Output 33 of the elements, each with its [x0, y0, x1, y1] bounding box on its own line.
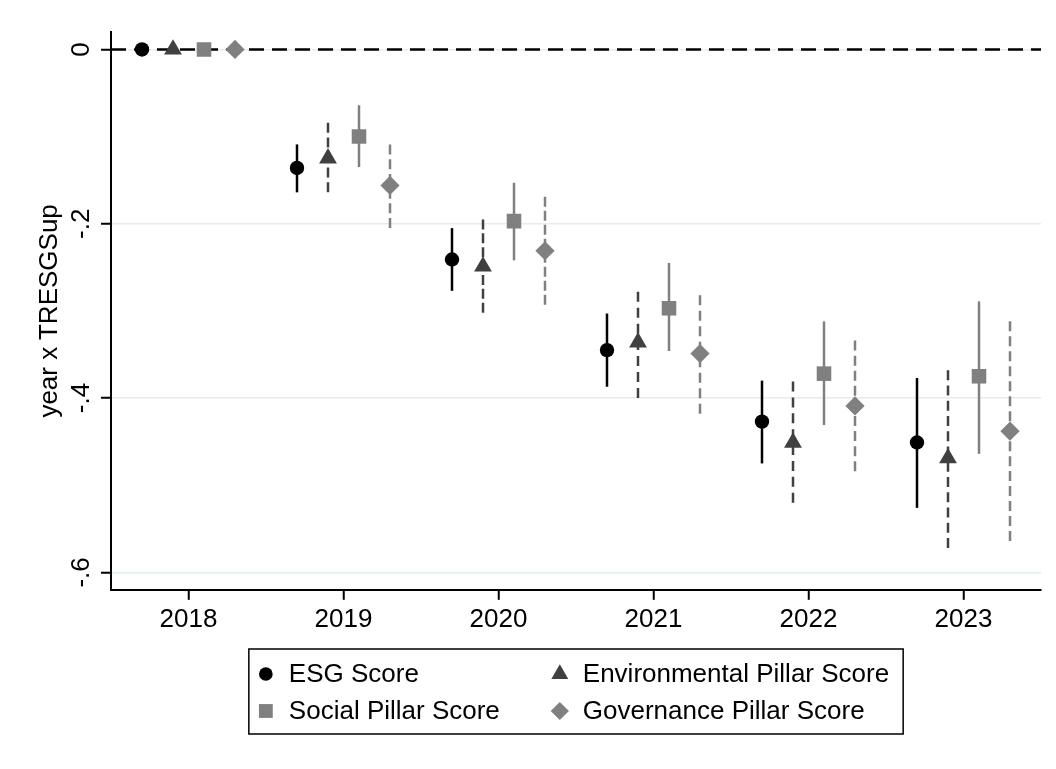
- legend-label: Social Pillar Score: [288, 695, 500, 726]
- x-tick-label: 2021: [624, 602, 683, 633]
- legend-label: Governance Pillar Score: [582, 695, 865, 726]
- point: [380, 175, 400, 195]
- y-tick-label: -.4: [65, 382, 95, 414]
- legend-label: Environmental Pillar Score: [582, 658, 890, 689]
- point: [1000, 421, 1020, 441]
- y-axis-title: year x TRESGSup: [32, 204, 63, 418]
- point: [506, 213, 522, 229]
- point: [134, 42, 150, 57]
- point: [845, 396, 865, 416]
- point: [816, 366, 832, 381]
- point: [196, 42, 212, 57]
- point: [971, 368, 987, 384]
- x-tick-label: 2019: [314, 602, 373, 633]
- x-tick-label: 2020: [469, 602, 528, 633]
- y-tick-label: 0: [65, 42, 95, 57]
- point: [225, 39, 245, 60]
- legend-label: ESG Score: [288, 658, 419, 689]
- point: [351, 129, 367, 144]
- y-tick-label: -.6: [65, 557, 95, 588]
- point: [754, 414, 770, 429]
- point: [289, 160, 305, 176]
- point: [661, 301, 677, 316]
- point: [535, 241, 555, 261]
- point: [690, 344, 710, 364]
- point: [444, 252, 460, 267]
- x-tick-label: 2018: [159, 602, 218, 633]
- x-tick-label: 2022: [779, 602, 838, 633]
- y-tick-label: -.2: [65, 208, 95, 239]
- x-tick-label: 2023: [934, 602, 993, 633]
- point: [599, 342, 615, 358]
- point: [909, 435, 925, 450]
